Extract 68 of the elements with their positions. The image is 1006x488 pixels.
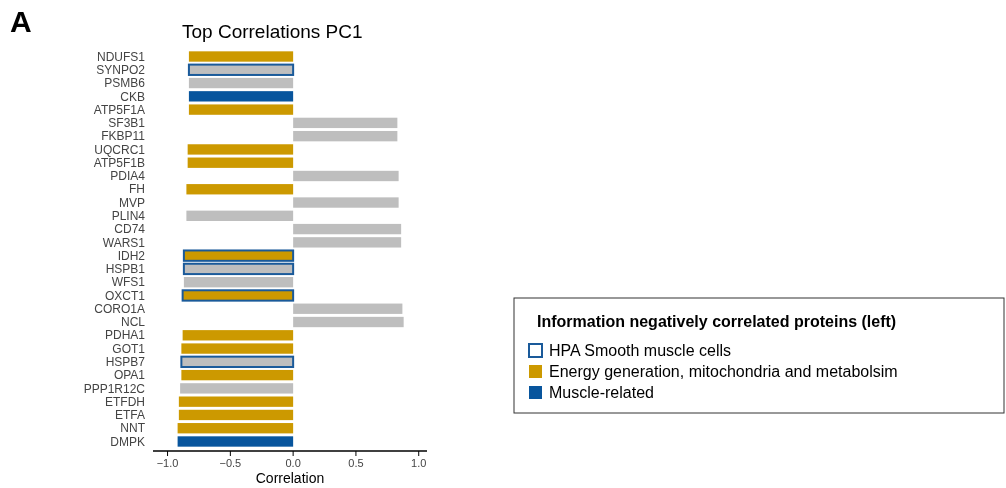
text: A — [10, 5, 32, 38]
bar — [293, 117, 398, 129]
legend-label: HPA Smooth muscle cells — [549, 341, 731, 359]
bar — [178, 396, 294, 407]
y-tick-label: NDUFS1 — [96, 49, 146, 64]
bar — [293, 197, 399, 208]
y-tick-label: PLIN4 — [111, 209, 146, 224]
y-tick-label: PPP1R12C — [83, 381, 146, 396]
x-axis-title: Correlation — [255, 470, 325, 486]
bar — [177, 423, 294, 434]
legend-title: Information negatively correlated proteins (left) — [537, 313, 897, 330]
y-tick-label: OPA1 — [113, 368, 146, 383]
x-tick-label: −1.0 — [156, 457, 179, 469]
bar — [188, 91, 294, 102]
legend-label: Muscle-related — [549, 383, 654, 401]
legend-label: Energy generation, mitochondria and metabolsim — [549, 362, 898, 380]
y-tick-label: SF3B1 — [108, 116, 146, 131]
bar — [188, 104, 294, 115]
chart-title: Top Correlations PC1 — [182, 21, 363, 42]
y-tick-label: ATP5F1A — [93, 102, 145, 117]
bar — [182, 330, 294, 341]
bar — [293, 223, 402, 235]
y-tick-label: IDH2 — [117, 248, 146, 263]
bar — [181, 343, 294, 354]
bar — [293, 237, 402, 248]
y-tick-label: FKBP11 — [101, 129, 146, 144]
y-tick-label: CKB — [120, 89, 145, 104]
bar — [183, 277, 294, 288]
y-tick-label: DMPK — [110, 434, 145, 449]
y-tick-label: MVP — [118, 195, 145, 210]
bar — [293, 130, 398, 142]
x-tick-label: 1.0 — [411, 457, 427, 469]
bar — [187, 157, 294, 168]
bar — [181, 369, 294, 381]
y-tick-label: GOT1 — [112, 341, 146, 356]
y-tick-label: CORO1A — [94, 301, 145, 316]
bar — [188, 77, 294, 89]
bar — [188, 51, 294, 62]
x-tick-label: 0.0 — [285, 457, 301, 469]
y-tick-label: ETFDH — [105, 394, 145, 409]
y-tick-label: ETFA — [114, 408, 145, 423]
y-tick-label: WFS1 — [111, 275, 146, 290]
y-tick-label: WARS1 — [102, 235, 146, 250]
y-tick-label: PDHA1 — [104, 328, 146, 343]
x-tick-label: −0.5 — [219, 457, 242, 469]
bar — [293, 316, 404, 328]
y-tick-label: UQCRC1 — [94, 142, 146, 157]
bar — [187, 63, 295, 76]
x-tick-label: 0.5 — [348, 457, 364, 469]
y-tick-label: PDIA4 — [110, 169, 146, 184]
y-tick-label: OXCT1 — [104, 288, 146, 303]
y-tick-label: FH — [129, 182, 145, 197]
y-tick-label: NNT — [120, 421, 146, 436]
bar — [293, 303, 403, 314]
y-tick-label: NCL — [120, 315, 146, 330]
y-tick-label: SYNPO2 — [96, 62, 146, 77]
bar — [180, 383, 294, 394]
bar — [186, 184, 294, 195]
y-tick-label: HSPB7 — [105, 355, 146, 370]
y-tick-label: HSPB1 — [105, 262, 146, 277]
y-tick-label: PSMB6 — [104, 76, 146, 91]
bar — [180, 355, 295, 369]
bar — [178, 409, 294, 421]
bar — [293, 170, 399, 182]
bar — [177, 436, 294, 447]
bar — [187, 144, 294, 155]
y-tick-label: CD74 — [114, 222, 146, 237]
bar — [186, 210, 294, 221]
